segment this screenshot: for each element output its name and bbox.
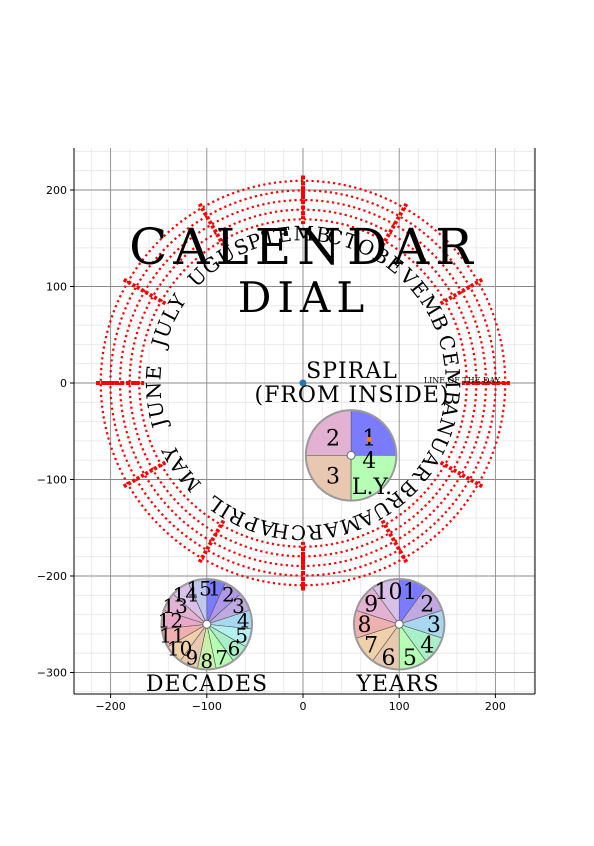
decades-number: 1 — [208, 576, 221, 600]
month-label-may: MAY — [157, 441, 206, 497]
y-tick-label: −300 — [37, 667, 67, 680]
x-tick-label: 200 — [485, 700, 506, 713]
x-tick-label: 0 — [300, 700, 307, 713]
decades-number: 7 — [215, 646, 228, 670]
spiral-label-line-1: SPIRAL — [306, 359, 398, 384]
month-boundary-mark — [439, 460, 484, 489]
leap-year-number: 3 — [326, 465, 340, 490]
years-number: 8 — [358, 613, 372, 638]
decades-number: 14 — [173, 583, 198, 607]
month-label-september: SEPTEMBER — [0, 0, 333, 255]
chart-title-line-1: CALENDAR — [129, 218, 479, 276]
y-tick-label: −100 — [37, 474, 67, 487]
month-label-path: APRIL — [202, 490, 277, 542]
month-boundary-mark — [380, 202, 409, 247]
years-hub — [394, 619, 404, 629]
decades-number: 11 — [159, 624, 184, 648]
origin-point — [299, 379, 307, 387]
month-boundary-mark — [122, 460, 167, 489]
decades-label: DECADES — [146, 672, 268, 697]
x-tick-label: 100 — [389, 700, 410, 713]
decades-rim — [160, 577, 254, 671]
decades-hub — [202, 619, 212, 629]
decades-number: 3 — [232, 594, 245, 618]
years-number: 7 — [364, 633, 378, 658]
month-label-june: JUNE — [141, 364, 172, 433]
decades-number: 10 — [167, 637, 192, 661]
month-boundary-mark — [197, 202, 226, 247]
month-label-path: MARCH — [269, 510, 363, 545]
decades-number: 2 — [222, 583, 235, 607]
leap-year-number: 4 — [362, 449, 376, 474]
month-label-path: MAY — [157, 441, 205, 497]
decades-number: 13 — [162, 594, 187, 618]
month-label-april: APRIL — [202, 490, 278, 542]
month-label-march: MARCH — [269, 510, 364, 545]
month-label-november: NOVEMBER — [0, 0, 454, 335]
month-label-path: SEPTEMBER — [0, 0, 332, 255]
years-number: 1 — [403, 580, 417, 605]
leap-year-rim — [304, 409, 398, 502]
ring-mark-label: LINE OF THE DAY — [424, 376, 501, 385]
years-number: 4 — [420, 633, 434, 658]
years-number: 3 — [427, 613, 441, 638]
x-tick-label: −100 — [192, 700, 222, 713]
years-number: 2 — [420, 593, 434, 618]
years-number: 9 — [364, 593, 378, 618]
chart-title-line-2: DIAL — [238, 273, 371, 322]
decades-number: 4 — [237, 608, 250, 632]
spiral-label-line-2: (FROM INSIDE) — [255, 383, 450, 408]
years-number: 5 — [403, 646, 417, 671]
leap-year-hub — [346, 450, 356, 460]
decades-number: 9 — [186, 646, 199, 670]
y-tick-label: 200 — [46, 184, 67, 197]
decades-number: 5 — [235, 624, 248, 648]
decades-number: 8 — [200, 649, 213, 673]
y-tick-label: −200 — [37, 570, 67, 583]
years-number: 6 — [381, 646, 395, 671]
month-label-path: NOVEMBER — [0, 0, 453, 335]
leap-year-marker — [366, 437, 372, 443]
y-tick-label: 0 — [60, 377, 67, 390]
axes: −200 −100 0 100 200 200 100 0 −100 −200 −300 — [37, 148, 536, 713]
dials: 123412345678910111213141512345678910 — [158, 379, 446, 673]
leap-year-label: L.Y. — [352, 475, 392, 500]
month-boundary-mark — [439, 277, 484, 306]
leap-year-number: 2 — [326, 426, 340, 451]
month-rings — [95, 175, 511, 591]
x-tick-label: −200 — [95, 700, 125, 713]
years-number: 10 — [374, 580, 402, 605]
month-boundary-mark — [380, 519, 409, 564]
decades-number: 12 — [158, 608, 183, 632]
decades-number: 6 — [228, 637, 241, 661]
month-label-path: JUNE — [141, 364, 171, 433]
years-label: YEARS — [355, 672, 439, 697]
decades-number: 15 — [186, 576, 211, 600]
month-boundary-mark — [197, 519, 226, 564]
month-boundary-mark — [122, 277, 167, 306]
y-tick-label: 100 — [46, 281, 67, 294]
years-rim — [352, 577, 446, 671]
